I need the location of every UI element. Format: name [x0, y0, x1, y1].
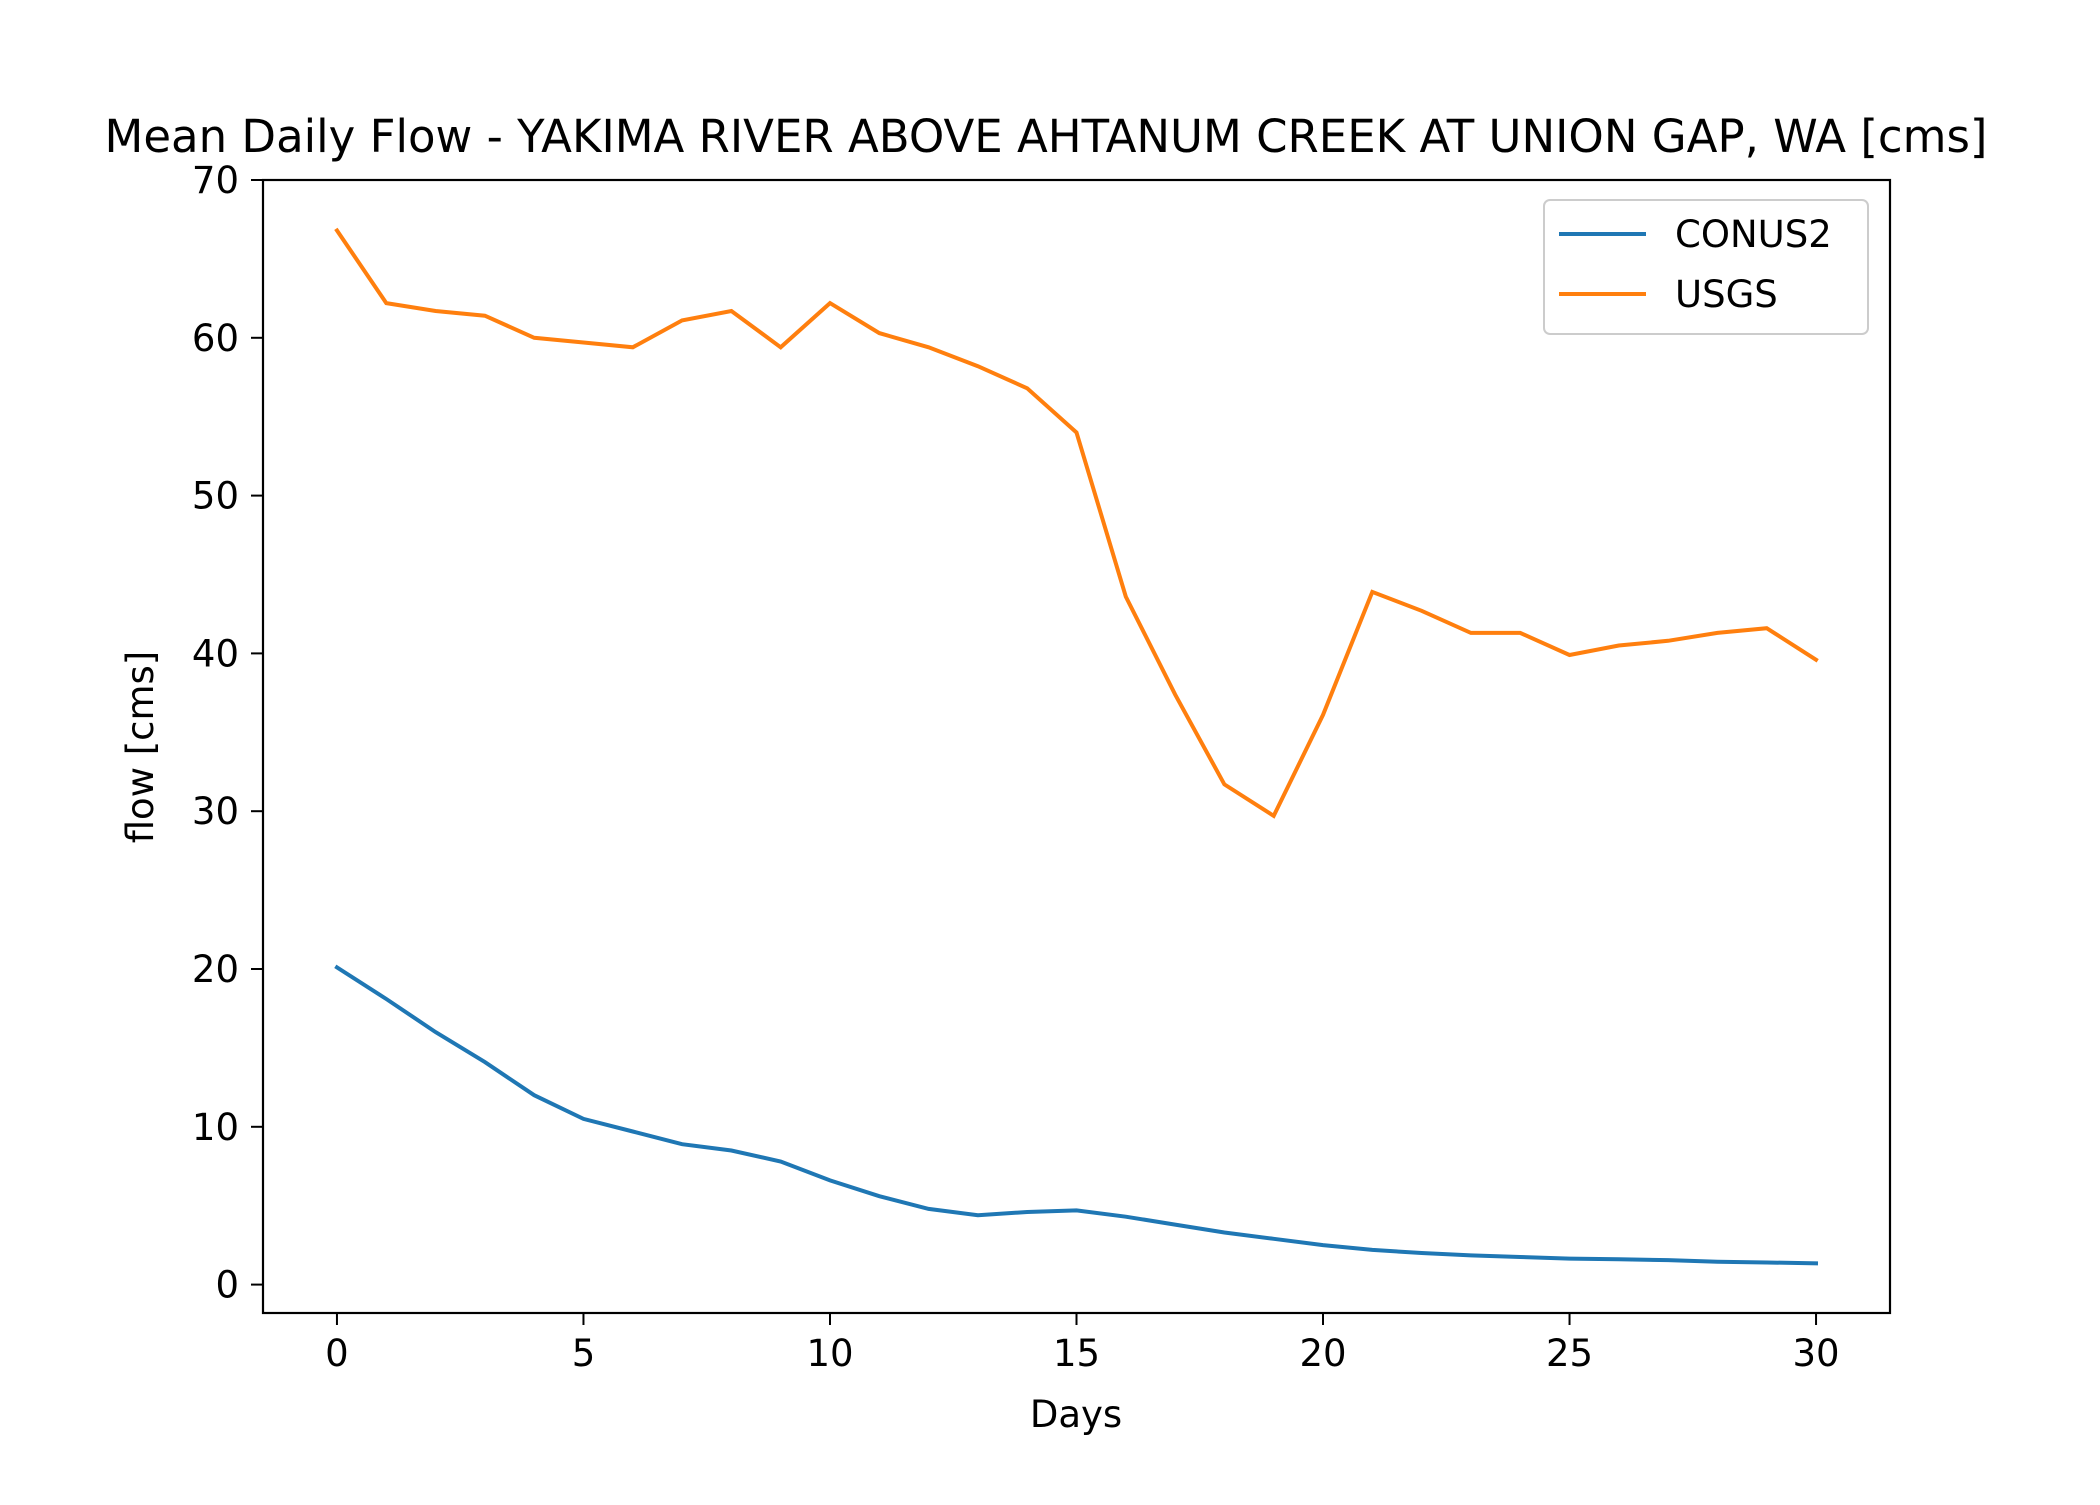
x-tick-label: 15	[1053, 1332, 1100, 1375]
x-tick-label: 5	[572, 1332, 596, 1375]
chart-title: Mean Daily Flow - YAKIMA RIVER ABOVE AHT…	[105, 110, 1988, 163]
series-line-usgs	[334, 227, 1819, 819]
y-tick-label: 60	[192, 317, 239, 360]
y-tick-label: 0	[215, 1264, 239, 1307]
y-axis-label: flow [cms]	[119, 651, 162, 844]
x-tick-label: 10	[806, 1332, 853, 1375]
y-tick-label: 50	[192, 475, 239, 518]
x-tick-label: 20	[1299, 1332, 1346, 1375]
axes: 0 5 10 15 20 25 30 0 10 20 30 40 50 60 70	[192, 159, 1892, 1375]
y-tick-label: 40	[192, 632, 239, 675]
x-axis-label: Days	[1030, 1393, 1122, 1436]
legend: CONUS2 USGS	[1543, 199, 1869, 335]
x-tick-label: 30	[1792, 1332, 1839, 1375]
plot-area	[334, 227, 1819, 1266]
axes-frame	[261, 178, 1892, 1315]
legend-label-usgs: USGS	[1675, 273, 1778, 316]
y-tick-label: 70	[192, 159, 239, 202]
x-tick-label: 25	[1546, 1332, 1593, 1375]
legend-label-conus2: CONUS2	[1675, 213, 1832, 256]
series-line-conus2	[334, 964, 1819, 1266]
y-tick-label: 20	[192, 948, 239, 991]
x-tick-label: 0	[325, 1332, 349, 1375]
y-tick-label: 30	[192, 790, 239, 833]
y-tick-label: 10	[192, 1106, 239, 1149]
